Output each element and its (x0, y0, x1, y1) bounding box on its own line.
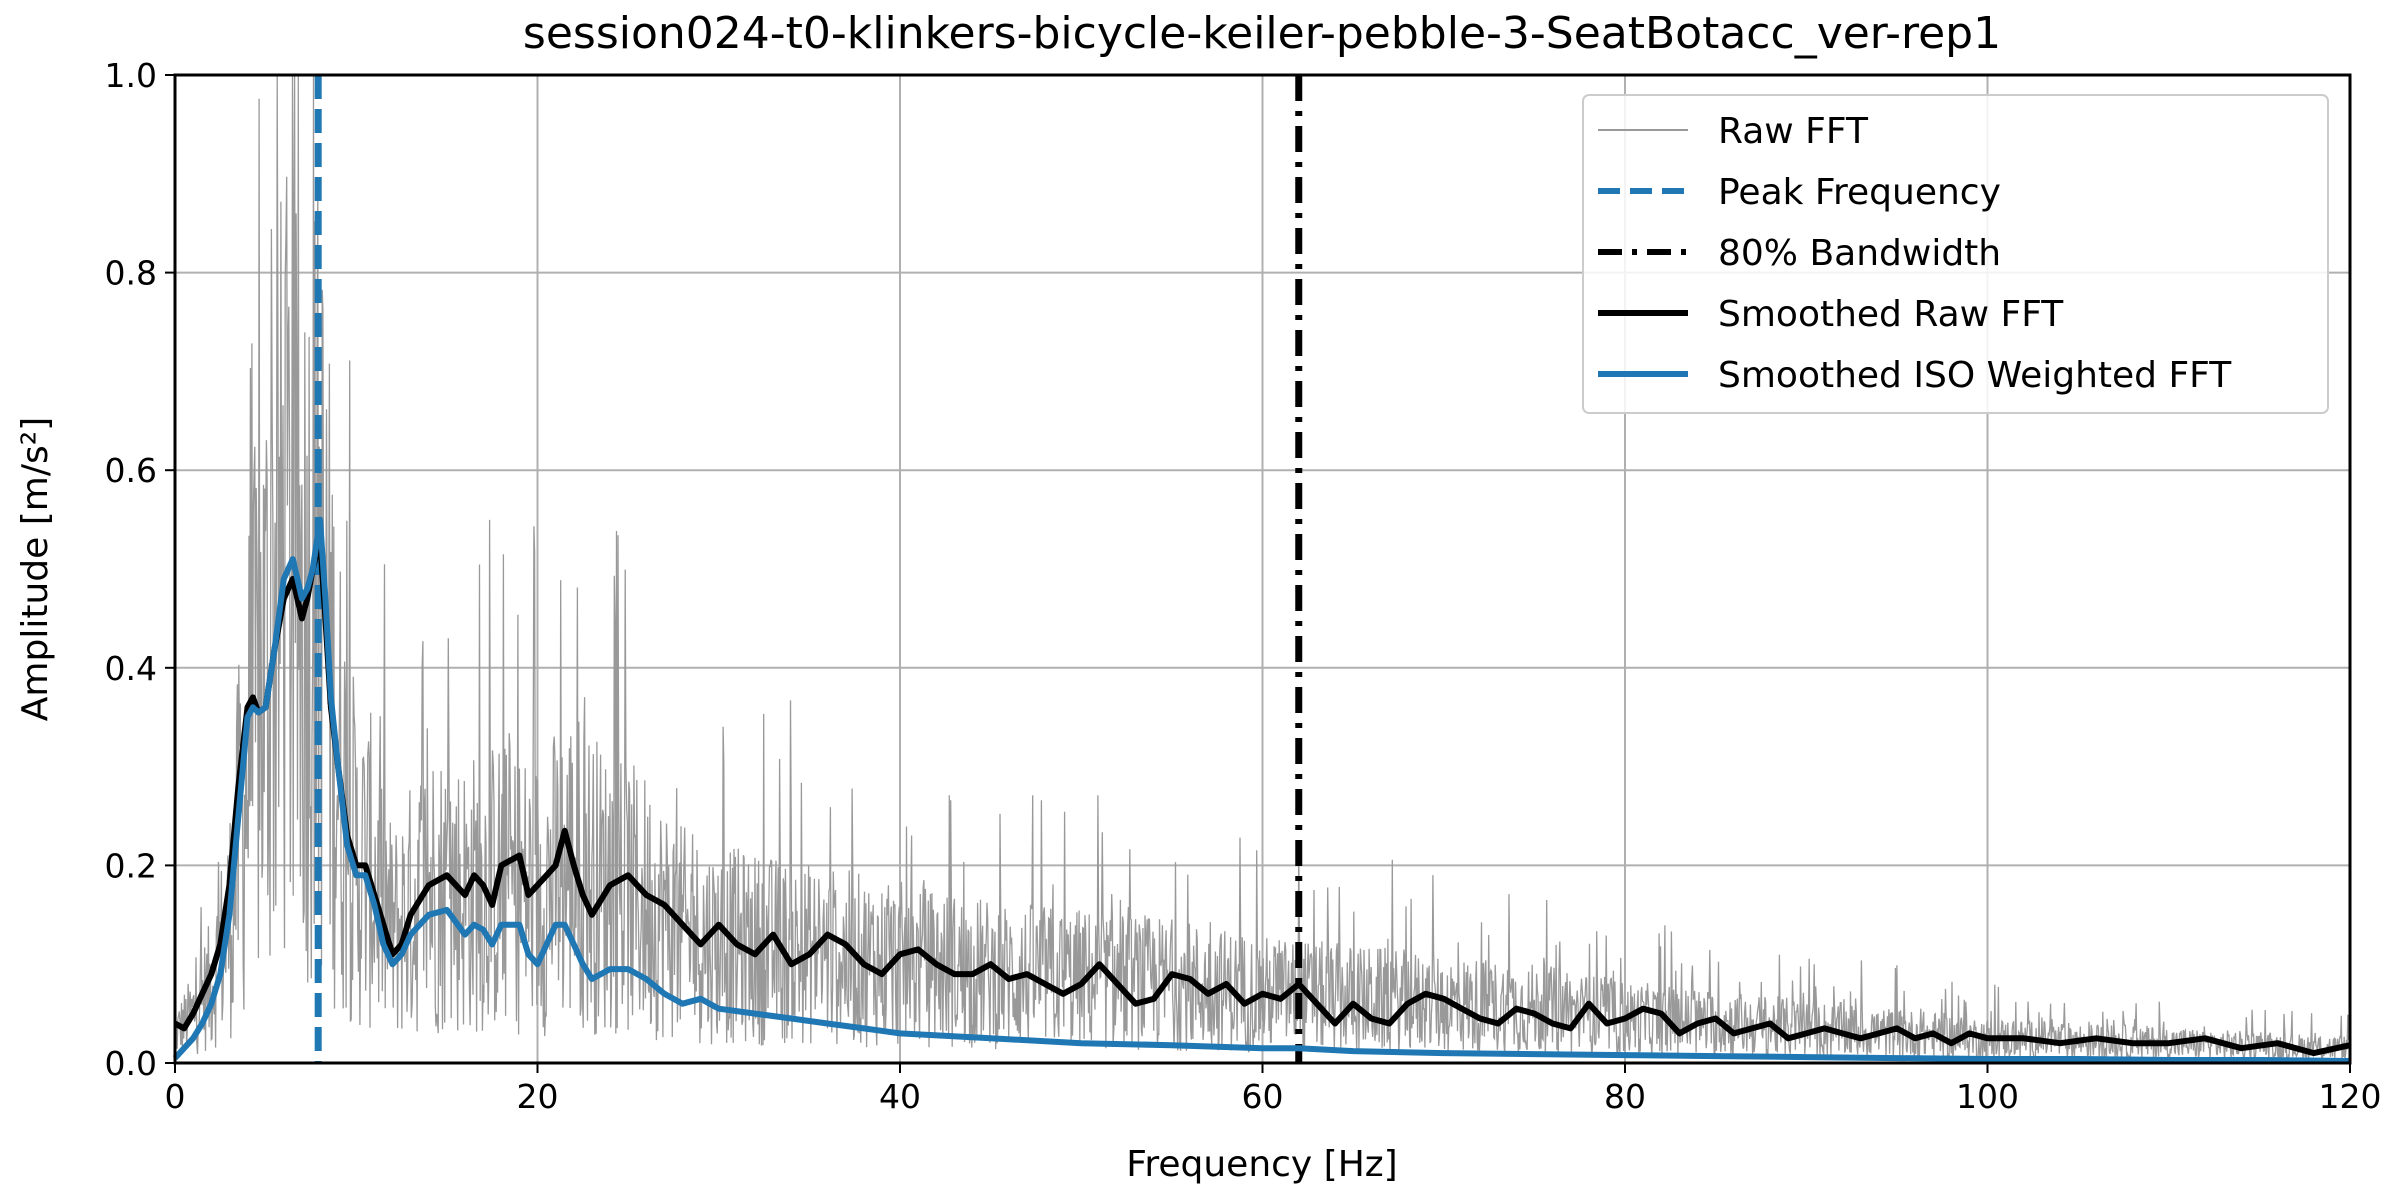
smoothed-iso-fft-line (172, 516, 2351, 1064)
x-tick-label: 80 (1604, 1077, 1646, 1116)
y-tick-label: 0.2 (105, 846, 157, 885)
x-tick-label: 60 (1242, 1077, 1284, 1116)
x-tick-label: 120 (2319, 1077, 2382, 1116)
chart-title: session024-t0-klinkers-bicycle-keiler-pe… (523, 8, 2001, 59)
legend-box (1582, 94, 2329, 414)
legend-label-2: Peak Frequency (1718, 172, 2001, 213)
legend-label-5: Smoothed ISO Weighted FFT (1718, 355, 2232, 396)
y-axis-label: Amplitude [m/s²] (15, 417, 56, 721)
legend: Raw FFT Peak Frequency 80% Bandwidth Smooth… (1582, 94, 2329, 414)
raw-fft-line (174, 74, 2350, 1062)
x-axis-label: Frequency [Hz] (1126, 1144, 1397, 1185)
x-tick-label: 20 (517, 1077, 559, 1116)
legend-label-4: Smoothed Raw FFT (1718, 294, 2064, 335)
x-tick-label: 40 (879, 1077, 921, 1116)
y-tick-label: 1.0 (105, 56, 157, 95)
y-tick-label: 0.8 (105, 254, 157, 293)
y-tick-label: 0.0 (105, 1044, 157, 1083)
y-tick-label: 0.6 (105, 451, 157, 490)
x-tick-label: 100 (1956, 1077, 2019, 1116)
legend-label-1: Raw FFT (1718, 111, 1869, 152)
plot-area (172, 74, 2351, 1064)
y-tick-label: 0.4 (105, 649, 157, 688)
y-ticks: 0.0 0.2 0.4 0.6 0.8 1.0 (105, 56, 175, 1083)
x-tick-label: 0 (165, 1077, 186, 1116)
x-ticks: 0 20 40 60 80 100 120 (165, 1063, 2382, 1116)
legend-label-3: 80% Bandwidth (1718, 233, 2001, 274)
